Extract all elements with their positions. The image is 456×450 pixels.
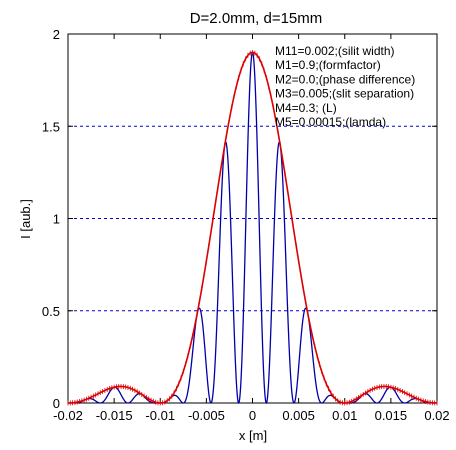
gridlines xyxy=(68,125,437,312)
annotation-line-0: M11=0.002;(silit width) xyxy=(275,44,395,58)
annotation-line-5: M5=0.00015;(lamda) xyxy=(275,115,386,129)
series-interference-line xyxy=(68,51,437,405)
envelope-markers xyxy=(67,49,438,406)
y-tick-label-4: 2 xyxy=(53,27,60,42)
x-tick-label-0: -0.02 xyxy=(53,408,83,423)
x-tick-label-1: -0.015 xyxy=(96,408,133,423)
x-tick-labels: -0.02 -0.015 -0.01 -0.005 0 0.005 0.01 0.015 0.0… xyxy=(53,408,449,423)
x-axis-label: x [m] xyxy=(239,428,267,443)
x-tick-label-2: -0.01 xyxy=(145,408,175,423)
chart-title: D=2.0mm, d=15mm xyxy=(190,10,323,27)
x-tick-label-5: 0.005 xyxy=(282,408,315,423)
y-tick-label-2: 1 xyxy=(53,212,60,227)
annotation-line-2: M2=0.0;(phase difference) xyxy=(275,72,415,86)
y-tick-label-0: 0 xyxy=(53,396,60,411)
series-layer xyxy=(67,49,438,406)
y-tick-label-3: 1.5 xyxy=(42,119,60,134)
y-axis-label: I [aub.] xyxy=(18,199,33,239)
x-tick-label-3: -0.005 xyxy=(188,408,225,423)
annotation-line-3: M3=0.005;(slit separation) xyxy=(275,87,414,101)
x-tick-label-8: 0.02 xyxy=(424,408,449,423)
x-tick-label-7: 0.015 xyxy=(375,408,408,423)
annotation-line-1: M1=0.9;(formfactor) xyxy=(275,58,381,72)
series-envelope-line xyxy=(68,51,437,404)
y-tick-labels: 0 0.5 1 1.5 2 xyxy=(42,27,60,411)
parameter-annotations: M11=0.002;(silit width)M1=0.9;(formfacto… xyxy=(275,44,415,129)
x-tick-label-6: 0.01 xyxy=(332,408,357,423)
y-tick-label-1: 0.5 xyxy=(42,304,60,319)
x-tick-label-4: 0 xyxy=(249,408,256,423)
annotation-line-4: M4=0.3; (L) xyxy=(275,101,337,115)
